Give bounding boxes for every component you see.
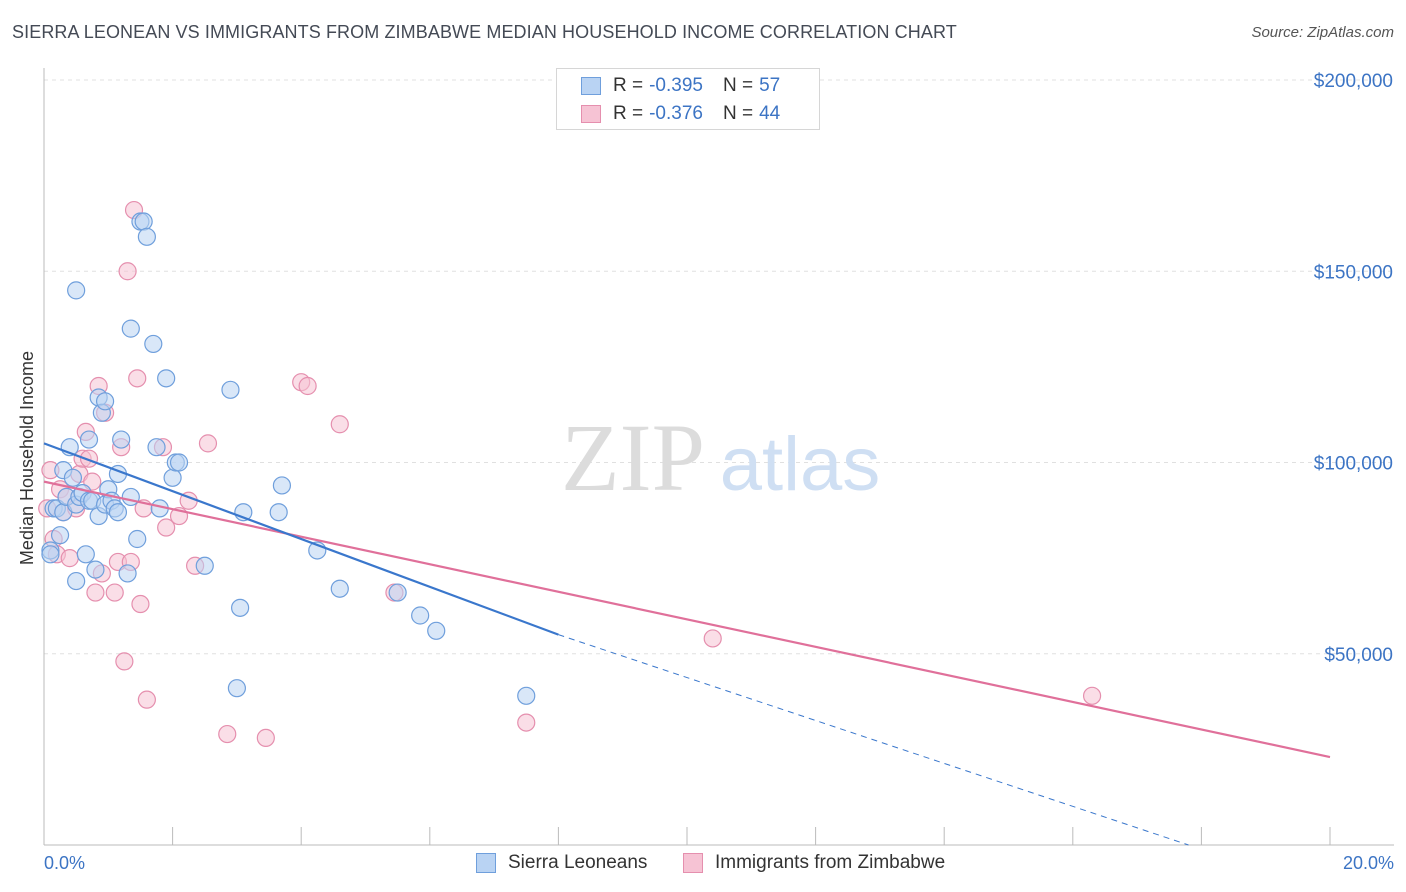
sierra-leonean-point	[411, 606, 430, 625]
y-tick-label: $100,000	[1314, 454, 1393, 475]
watermark: ZIP atlas	[561, 404, 880, 511]
sierra-leonean-point	[112, 430, 131, 449]
chart-source: Source: ZipAtlas.com	[1251, 24, 1394, 41]
axes	[43, 68, 1394, 846]
legend-swatch-blue	[581, 77, 601, 95]
sierra-leonean-point	[427, 621, 446, 640]
watermark-atlas: atlas	[720, 422, 881, 507]
legend-label-sierra-leoneans: Sierra Leoneans	[508, 852, 648, 873]
sierra-leonean-point	[63, 468, 83, 487]
legend-r-label: R =	[613, 103, 644, 124]
zimbabwe-point	[86, 583, 105, 602]
sierra-leonean-point	[121, 319, 140, 338]
sierra-leonean-point	[67, 571, 86, 591]
sierra-leonean-point	[169, 453, 189, 472]
zimbabwe-point	[118, 262, 137, 281]
legend-label-zimbabwe: Immigrants from Zimbabwe	[715, 852, 946, 873]
x-tick-label-min: 0.0%	[44, 853, 85, 873]
legend-n-value: 44	[759, 103, 781, 124]
zimbabwe-point	[330, 415, 349, 434]
watermark-zip: ZIP	[561, 404, 705, 511]
zimbabwe-point	[517, 713, 536, 732]
x-tick-label-max: 20.0%	[1343, 853, 1394, 873]
legend-swatch-pink	[581, 105, 601, 123]
sierra-leonean-point	[388, 583, 407, 602]
sierra-leonean-point	[76, 545, 95, 564]
legend-swatch-pink	[683, 853, 703, 873]
sierra-leonean-point	[272, 476, 292, 495]
sierra-leonean-point	[128, 529, 147, 549]
zimbabwe-point	[157, 518, 176, 537]
sierra-leonean-point	[195, 556, 214, 575]
sierra-leonean-point	[137, 227, 156, 246]
legend-n-label: N =	[722, 103, 754, 124]
sierra-leonean-point	[147, 438, 166, 457]
zimbabwe-point	[79, 449, 99, 468]
trend-line-sierra-leonean-extrapolated	[558, 634, 1189, 846]
zimbabwe-point	[256, 728, 275, 748]
zimbabwe-point	[703, 629, 722, 648]
zimbabwe-point	[131, 594, 150, 614]
zimbabwe-point	[137, 690, 156, 709]
legend-row-sierra-leonean: R = -0.395 N = 57	[581, 74, 780, 98]
sierra-leonean-point	[227, 679, 246, 698]
sierra-leonean-point	[108, 503, 128, 522]
sierra-leonean-point	[67, 281, 86, 300]
zimbabwe-point	[115, 652, 134, 671]
sierra-leonean-point	[41, 545, 60, 564]
sierra-leonean-point	[86, 560, 105, 579]
sierra-leonean-point	[95, 392, 115, 411]
legend-swatch-blue	[476, 853, 496, 873]
sierra-leonean-point	[118, 564, 137, 583]
sierra-leonean-point	[517, 686, 536, 705]
legend-r-value: -0.395	[649, 75, 703, 96]
y-tick-label: $200,000	[1314, 71, 1393, 92]
trend-lines	[43, 442, 1331, 846]
legend-n-label: N =	[722, 75, 754, 96]
zimbabwe-point	[128, 369, 147, 388]
series-legend: Sierra Leoneans Immigrants from Zimbabwe	[0, 852, 1406, 876]
y-tick-label: $50,000	[1324, 645, 1393, 666]
legend-n-value: 57	[759, 75, 781, 96]
zimbabwe-point	[105, 583, 124, 602]
sierra-leonean-point	[50, 526, 70, 545]
zimbabwe-point	[1082, 686, 1102, 705]
zimbabwe-point	[218, 724, 237, 744]
correlation-legend: R = -0.395 N = 57 R = -0.376 N = 44	[556, 68, 820, 130]
legend-r-value: -0.376	[649, 103, 703, 124]
zimbabwe-point	[298, 376, 317, 396]
trend-line-zimbabwe	[43, 480, 1331, 759]
sierra-leonean-point	[269, 503, 288, 522]
series-sierra-leonean-points	[41, 212, 536, 705]
zimbabwe-point	[60, 549, 79, 568]
zimbabwe-point	[198, 434, 218, 453]
chart-title: SIERRA LEONEAN VS IMMIGRANTS FROM ZIMBAB…	[12, 22, 957, 42]
legend-row-zimbabwe: R = -0.376 N = 44	[581, 102, 780, 126]
legend-item-sierra-leoneans: Sierra Leoneans	[476, 852, 647, 874]
sierra-leonean-point	[121, 487, 140, 507]
sierra-leonean-point	[231, 598, 250, 617]
legend-r-label: R =	[613, 75, 644, 96]
gridlines	[44, 79, 1394, 655]
y-tick-label: $150,000	[1314, 262, 1393, 283]
y-tick-labels: $50,000 $100,000 $150,000 $200,000	[1314, 71, 1393, 666]
sierra-leonean-point	[221, 380, 240, 399]
sierra-leonean-point	[163, 468, 182, 487]
sierra-leonean-point	[144, 334, 163, 354]
sierra-leonean-point	[330, 579, 349, 598]
y-axis-label: Median Household Income	[17, 351, 37, 565]
sierra-leonean-point	[79, 430, 99, 449]
trend-line-sierra-leonean	[43, 442, 559, 636]
sierra-leonean-point	[157, 369, 176, 388]
legend-item-zimbabwe: Immigrants from Zimbabwe	[683, 852, 945, 874]
sierra-leonean-point	[134, 212, 153, 231]
